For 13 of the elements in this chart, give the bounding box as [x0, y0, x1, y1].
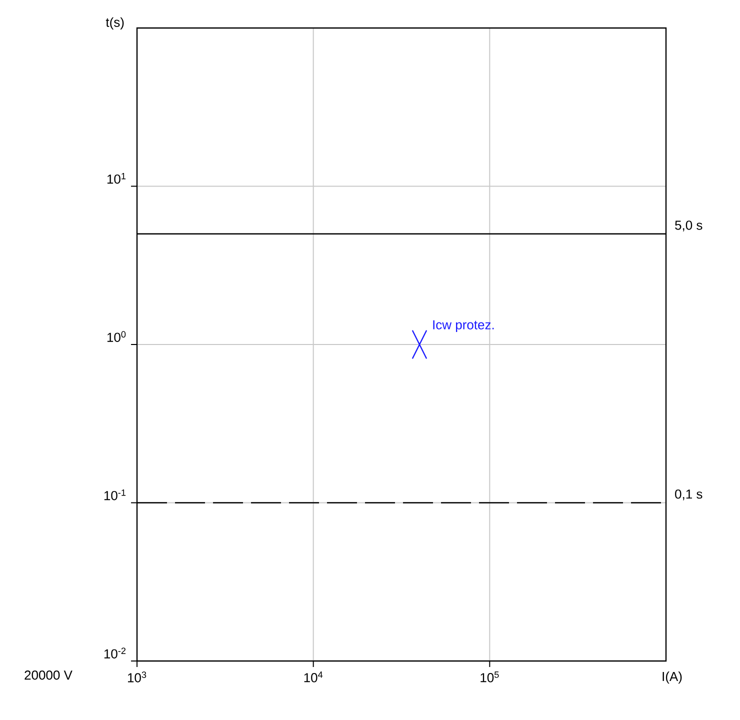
y-tick-label: 10$^{0}$ [107, 331, 126, 342]
y-tick-label: 10$^{-2}$ [104, 648, 126, 658]
ref-line-label: 5,0 s [675, 220, 702, 232]
y-tick-label: 10$^{-1}$ [104, 489, 126, 500]
y-axis-title: t(s) [106, 17, 124, 30]
y-tick-label: 10$^{1}$ [107, 172, 126, 184]
text: 20000 V [24, 670, 72, 680]
ref-line-label: 0,1 s [675, 489, 702, 500]
x-tick-label: 10$^{4}$ [304, 672, 323, 682]
series-label: Icw protez. [433, 320, 494, 332]
x-axis-title: I(A) [662, 672, 682, 684]
x-tick-label: 10$^{3}$ [128, 672, 146, 682]
x-tick-label: 10$^{5}$ [480, 672, 499, 682]
